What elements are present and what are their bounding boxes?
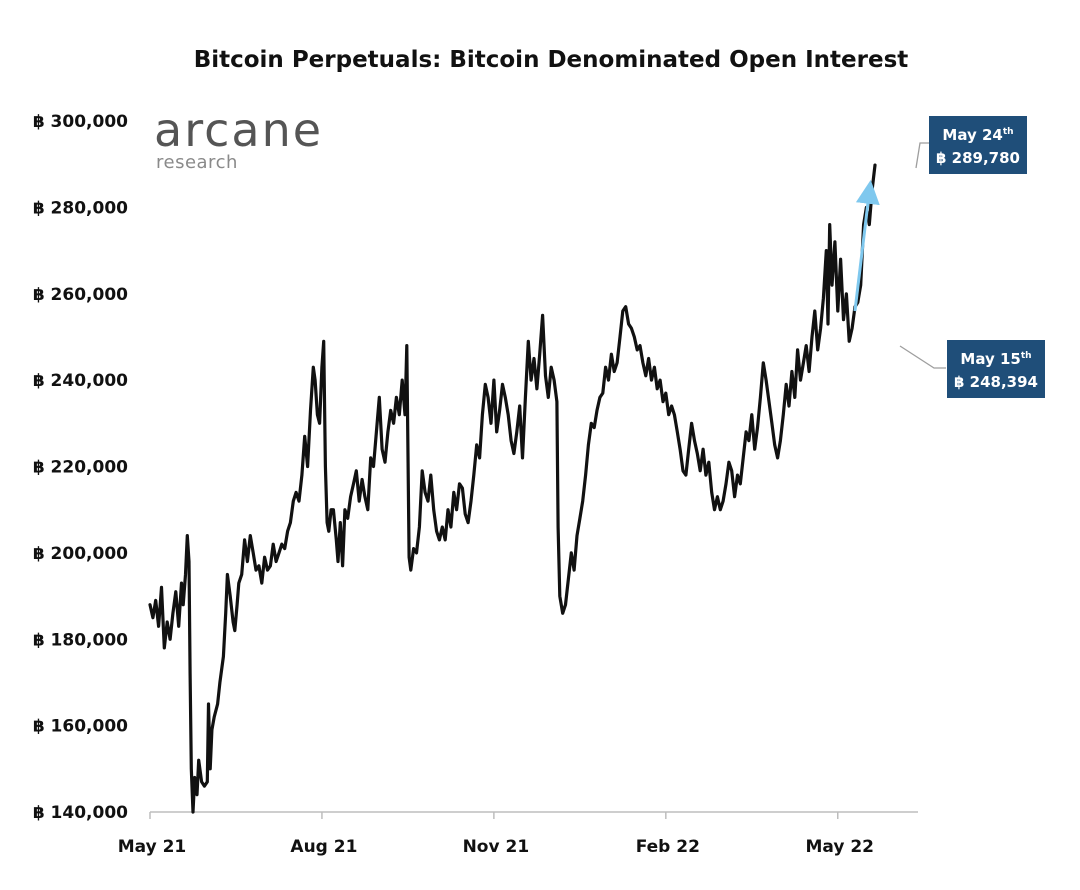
annotation-callout: May 15th ฿ 248,394	[899, 340, 1045, 398]
annotation-value: ฿ 289,780	[936, 149, 1020, 167]
annotation-leader	[915, 142, 930, 169]
y-axis: ฿ 300,000 ฿ 280,000 ฿ 260,000 ฿ 240,000 ฿ 22…	[33, 112, 128, 823]
y-tick-label: ฿ 260,000	[33, 285, 128, 305]
y-tick-label: ฿ 280,000	[33, 198, 128, 218]
annotation-date: May 15th	[960, 350, 1031, 368]
x-tick-label: Feb 22	[636, 837, 700, 857]
x-tick-label: Nov 21	[463, 837, 530, 857]
series-layer	[148, 163, 877, 814]
chart-title: Bitcoin Perpetuals: Bitcoin Denominated …	[194, 47, 909, 73]
annotation-value: ฿ 248,394	[954, 373, 1038, 391]
annotation-date-suffix: th	[1003, 127, 1014, 137]
x-tick-label: May 22	[805, 837, 874, 857]
x-axis: May 21 Aug 21 Nov 21 Feb 22 May 22	[118, 811, 918, 857]
logo: arcane research	[154, 103, 323, 173]
annotation-box	[929, 116, 1027, 174]
series-line	[148, 163, 877, 814]
annotation-callout: May 24th ฿ 289,780	[915, 116, 1027, 174]
x-tick-label: Aug 21	[290, 837, 357, 857]
annotation-box	[947, 340, 1045, 398]
y-tick-label: ฿ 300,000	[33, 112, 128, 132]
y-tick-label: ฿ 220,000	[33, 458, 128, 478]
trend-arrow	[853, 179, 880, 312]
x-tick-label: May 21	[118, 837, 187, 857]
logo-main: arcane	[154, 103, 323, 157]
annotation-date-suffix: th	[1021, 351, 1032, 361]
annotation-date: May 24th	[942, 126, 1013, 144]
y-tick-label: ฿ 180,000	[33, 630, 128, 650]
y-tick-label: ฿ 160,000	[33, 717, 128, 737]
logo-sub: research	[156, 152, 238, 173]
y-tick-label: ฿ 200,000	[33, 544, 128, 564]
y-tick-label: ฿ 240,000	[33, 371, 128, 391]
annotation-leader	[899, 345, 946, 369]
y-tick-label: ฿ 140,000	[33, 803, 128, 823]
annotation-layer: May 24th ฿ 289,780 May 15th ฿ 248,394	[853, 116, 1045, 398]
